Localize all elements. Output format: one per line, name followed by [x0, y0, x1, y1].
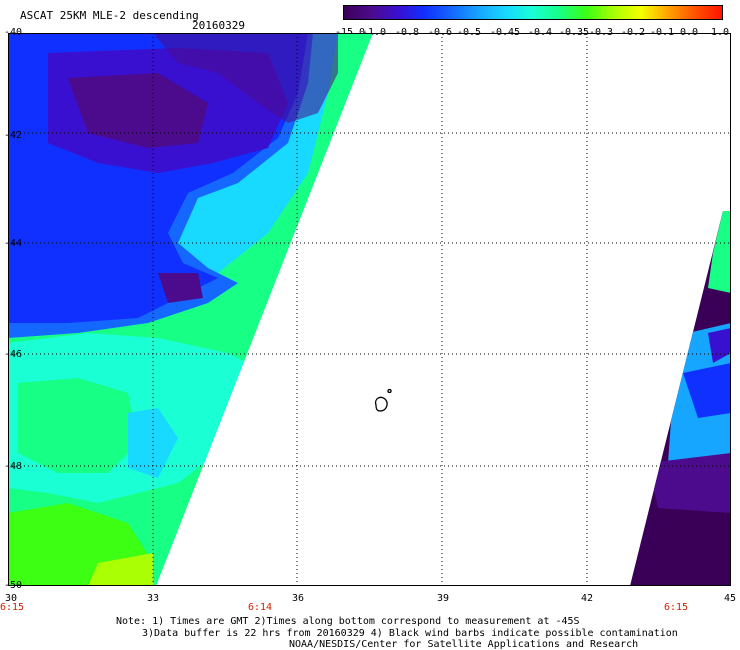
time-label: 6:15	[0, 602, 25, 613]
lat-tick: -50	[4, 580, 23, 591]
product-title: ASCAT 25KM MLE-2 descending	[20, 9, 199, 22]
time-label: 6:15	[664, 602, 689, 613]
colorbar-label: -15.0	[334, 27, 366, 38]
right-swath	[630, 211, 731, 586]
colorbar-label: -0.45	[489, 27, 521, 38]
lon-tick: 30	[5, 593, 18, 604]
note-line: 3)Data buffer is 22 hrs from 20160329 4)…	[142, 628, 678, 639]
colorbar-label: 0.0	[679, 27, 699, 38]
lat-tick: -42	[4, 130, 23, 141]
colorbar-label: -0.3	[588, 27, 614, 38]
colorbar-label: -1.0	[361, 27, 387, 38]
colorbar-label: 1.0	[710, 27, 730, 38]
colorbar-label: -0.35	[558, 27, 590, 38]
colorbar-label: -0.2	[620, 27, 646, 38]
note-line: NOAA/NESDIS/Center for Satellite Applica…	[289, 639, 639, 650]
lon-tick: 33	[147, 593, 160, 604]
lat-tick: -40	[4, 27, 23, 38]
lon-tick: 39	[437, 593, 450, 604]
swath-map	[8, 33, 731, 586]
lon-tick: 45	[724, 593, 737, 604]
colorbar	[343, 5, 723, 20]
colorbar-label: -0.4	[527, 27, 553, 38]
left-swath	[8, 33, 373, 586]
graticule	[8, 33, 731, 586]
colorbar-label: -0.6	[427, 27, 453, 38]
colorbar-label: -0.5	[456, 27, 482, 38]
island-outline	[374, 388, 392, 412]
lon-tick: 42	[581, 593, 594, 604]
colorbar-label: -0.1	[649, 27, 675, 38]
lat-tick: -44	[4, 238, 23, 249]
lat-tick: -46	[4, 349, 23, 360]
colorbar-label: -0.8	[394, 27, 420, 38]
product-date: 20160329	[192, 19, 245, 32]
lon-tick: 36	[292, 593, 305, 604]
lat-tick: -48	[4, 461, 23, 472]
note-line: Note: 1) Times are GMT 2)Times along bot…	[116, 616, 580, 627]
time-label: 6:14	[248, 602, 273, 613]
map-frame	[8, 33, 731, 586]
